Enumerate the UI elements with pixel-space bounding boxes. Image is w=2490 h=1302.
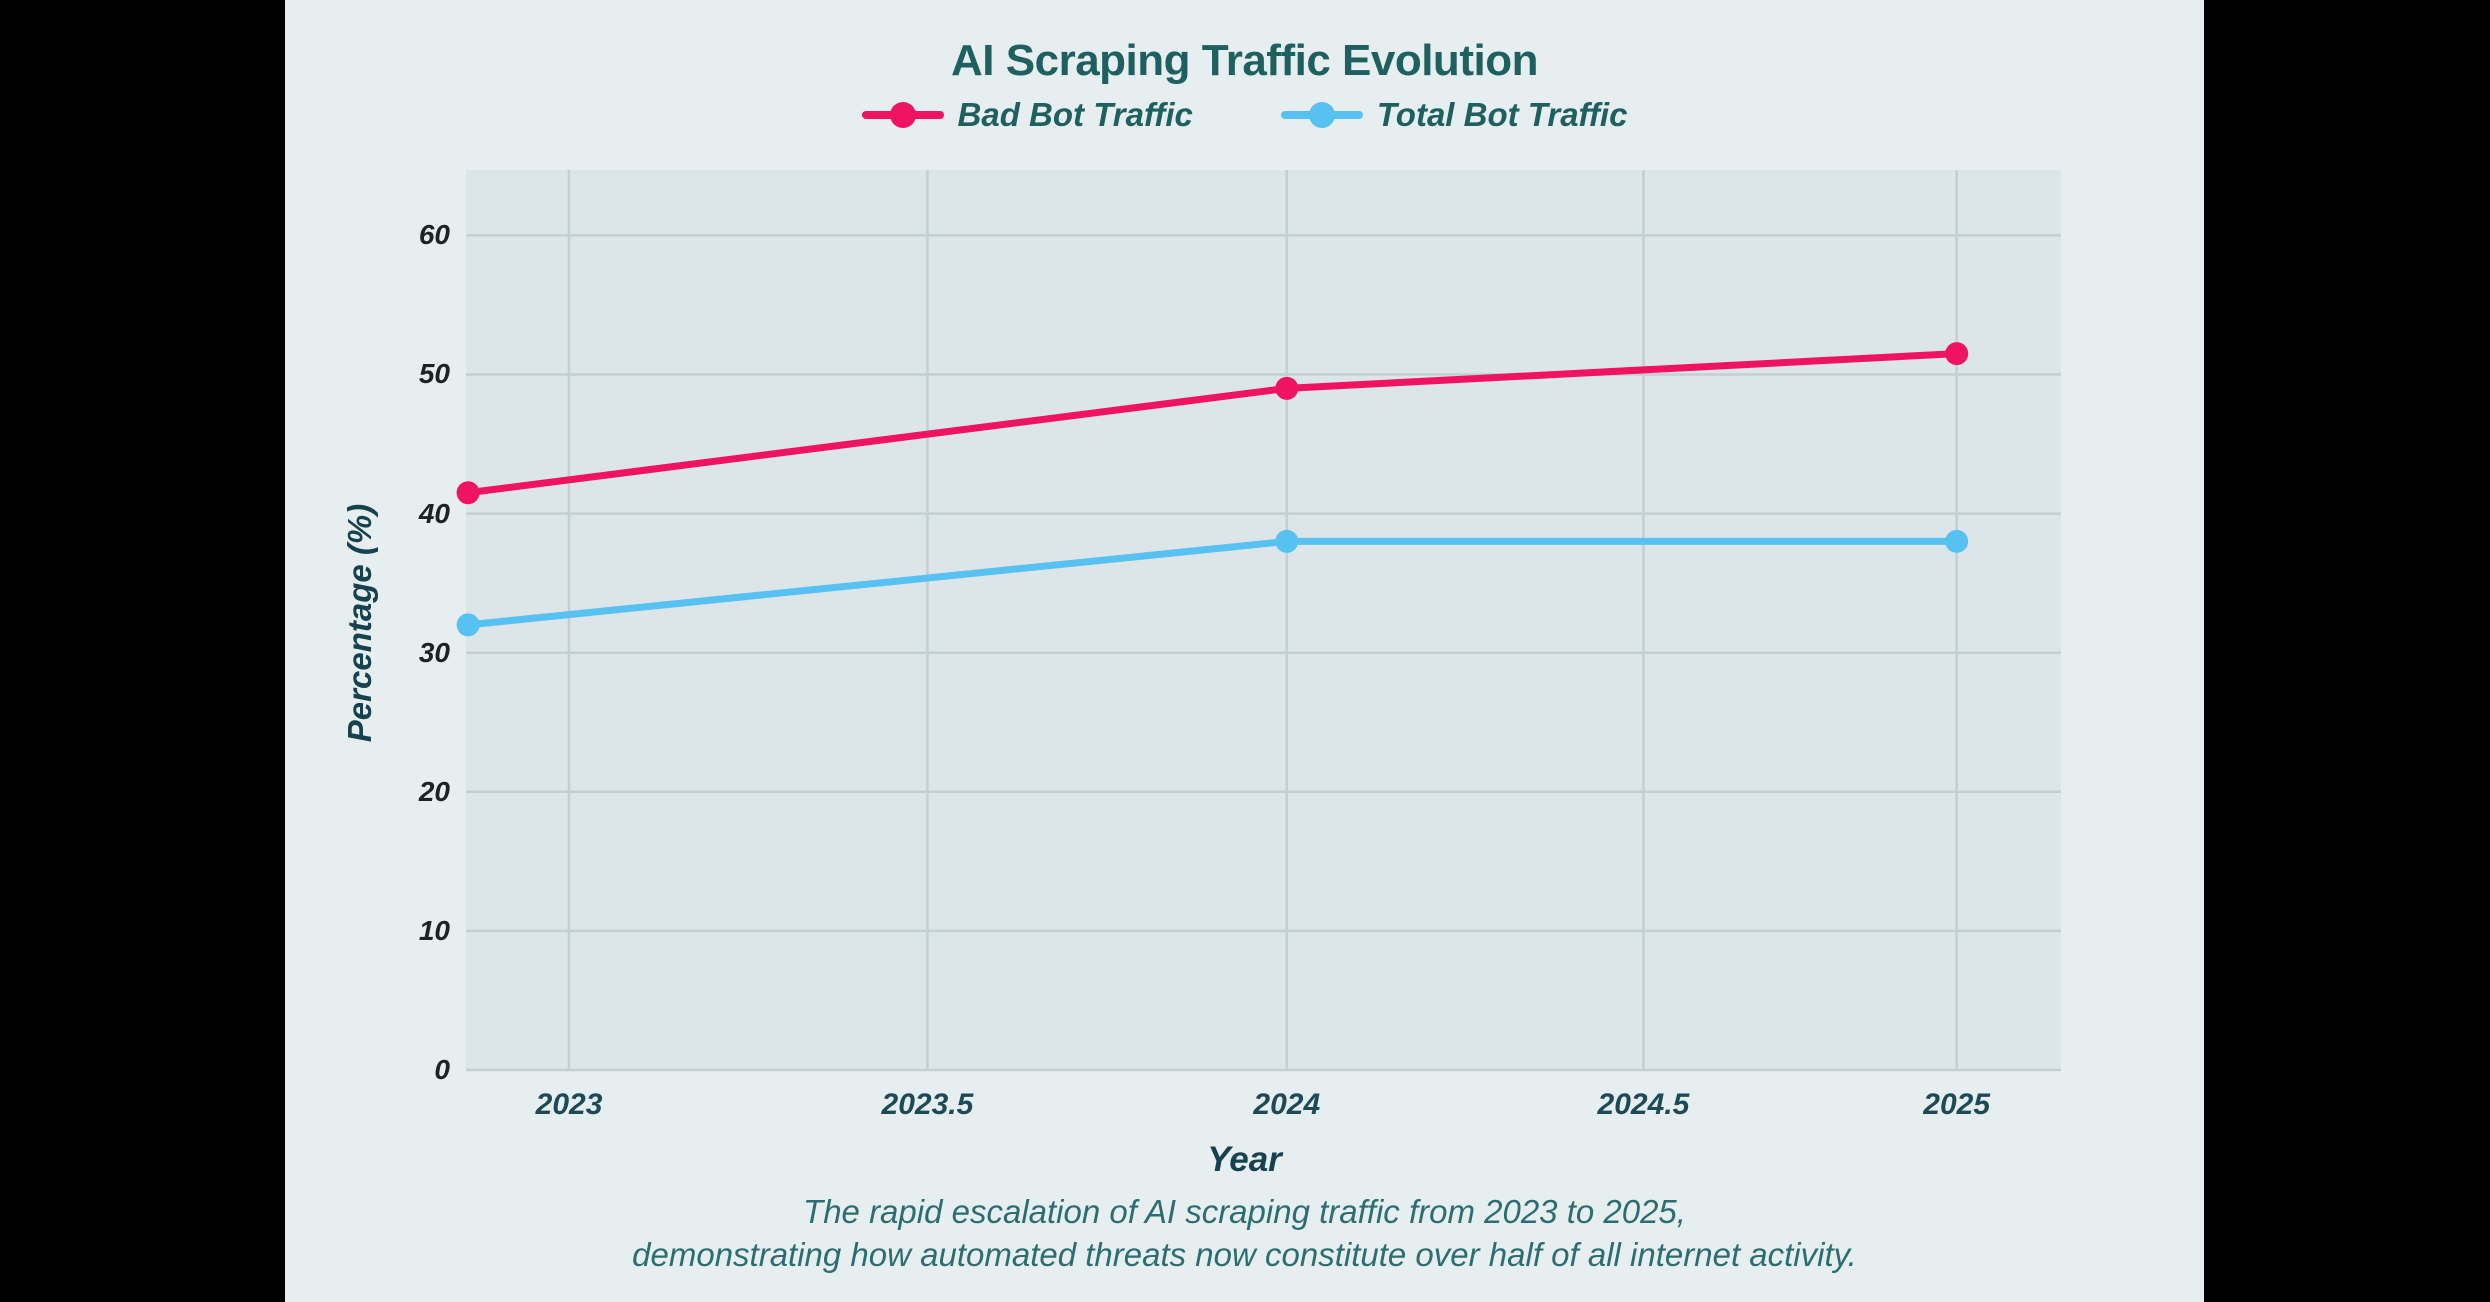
x-axis-title: Year [1207,1140,1282,1179]
legend-dot-total-bot [1308,102,1335,128]
legend-item-total-bot: Total Bot Traffic [1280,96,1628,134]
legend-marker-total-bot-icon [1280,101,1363,129]
legend-marker-bad-bot-icon [861,101,944,129]
y-tick-label: 60 [418,219,450,251]
y-tick-label: 30 [418,636,450,668]
data-point [1945,342,1969,366]
y-axis-title: Percentage (%) [341,503,378,743]
data-point [1275,529,1299,553]
x-tick-label: 2023.5 [881,1088,974,1121]
legend-label-bad-bot: Bad Bot Traffic [957,96,1193,133]
x-tick-label: 2025 [1923,1088,1991,1121]
y-tick-label: 10 [418,914,450,946]
caption-line-2: demonstrating how automated threats now … [632,1236,1857,1273]
legend-label-total-bot: Total Bot Traffic [1376,96,1628,133]
data-point [456,613,480,637]
data-point [1275,376,1299,400]
data-point [456,481,480,505]
legend-item-bad-bot: Bad Bot Traffic [861,96,1193,134]
plot-svg [456,170,2061,1072]
y-tick-label: 20 [418,775,450,807]
y-tick-label: 40 [418,497,450,529]
series-line [464,537,1961,629]
legend-dot-bad-bot [889,102,916,128]
y-tick-label: 50 [418,358,450,390]
y-tick-label: 0 [434,1054,450,1085]
caption-line-1: The rapid escalation of AI scraping traf… [803,1193,1686,1230]
chart-canvas: AI Scraping Traffic Evolution Bad Bot Tr… [285,0,2204,1302]
legend: Bad Bot Traffic Total Bot Traffic [285,96,2204,134]
chart-caption: The rapid escalation of AI scraping traf… [285,1190,2204,1276]
chart-title: AI Scraping Traffic Evolution [951,36,1538,85]
plot-area [456,170,2061,1072]
data-point [1945,529,1969,553]
x-tick-label: 2023 [535,1088,603,1121]
x-tick-label: 2024.5 [1597,1088,1690,1121]
x-tick-label: 2024 [1253,1088,1321,1121]
